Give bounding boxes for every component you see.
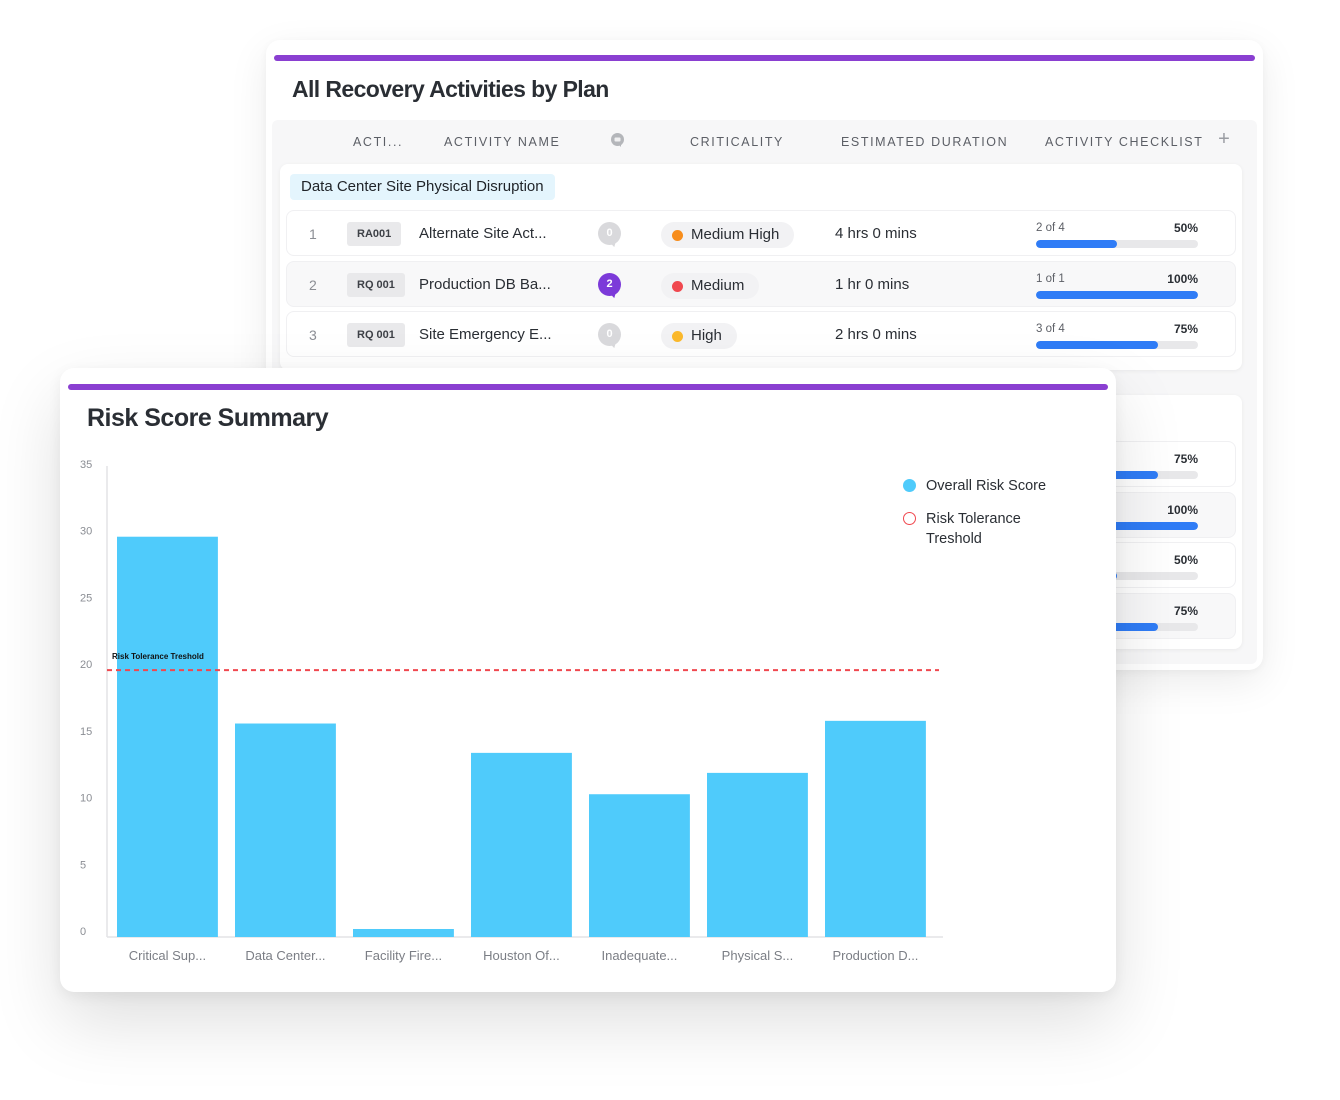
y-tick-label: 15 [80, 726, 92, 738]
x-tick-label: Critical Sup... [129, 948, 206, 963]
x-tick-label: Houston Of... [483, 948, 560, 963]
y-tick-label: 20 [80, 659, 92, 671]
legend-label: Overall Risk Score [926, 478, 1047, 494]
legend-swatch-filled-circle-icon [903, 479, 916, 492]
x-tick-label: Physical S... [722, 948, 794, 963]
column-header-criticality[interactable]: CRITICALITY [690, 135, 784, 149]
progress-bar-track [1036, 521, 1198, 530]
plan-group: Data Center Site Physical Disruption 1 RA… [280, 164, 1242, 370]
comment-count-button[interactable]: 0 [598, 323, 622, 347]
checklist-percent: 50% [1173, 553, 1198, 567]
checklist-count: 3 of 4 [1036, 323, 1065, 335]
column-header-activity-checklist[interactable]: ACTIVITY CHECKLIST [1045, 135, 1204, 149]
recovery-card-title: All Recovery Activities by Plan [292, 76, 609, 102]
y-tick-label: 10 [80, 793, 92, 805]
bar-2[interactable] [235, 723, 336, 937]
add-column-button[interactable]: + [1218, 128, 1230, 150]
checklist-percent: 75% [1173, 603, 1198, 618]
card-accent-bar [274, 55, 1255, 61]
group-name-tag[interactable]: Data Center Site Physical Disruption [290, 174, 555, 200]
estimated-duration[interactable]: 4 hrs 0 mins [835, 225, 917, 242]
table-row[interactable]: 1 RA001 Alternate Site Act... 0 Medium High 4… [286, 210, 1236, 256]
y-tick-label: 25 [80, 592, 92, 604]
bar-5[interactable] [589, 794, 690, 937]
activity-name[interactable]: Alternate Site Act... [419, 225, 547, 242]
x-tick-label: Inadequate... [601, 948, 677, 963]
y-tick-label: 30 [80, 526, 92, 538]
activity-checklist-progress[interactable]: 100% [1036, 493, 1198, 539]
criticality-pill[interactable]: High [661, 323, 737, 349]
estimated-duration[interactable]: 2 hrs 0 mins [835, 326, 917, 343]
checklist-percent: 100% [1167, 271, 1198, 286]
table-row[interactable]: 3 RQ 001 Site Emergency E... 0 High 2 hrs 0 m… [286, 311, 1236, 357]
criticality-dot-icon [672, 230, 683, 241]
checklist-count: 2 of 4 [1036, 222, 1065, 234]
bar-3[interactable] [353, 928, 454, 937]
criticality-label: Medium [691, 276, 745, 294]
comment-count-button[interactable]: 2 [598, 272, 622, 297]
activity-id-badge[interactable]: RA001 [347, 222, 402, 246]
column-header-activity-id[interactable]: ACTI... [353, 135, 404, 149]
activity-checklist-progress[interactable]: 2 of 4 50% [1036, 211, 1198, 257]
comment-icon[interactable] [610, 133, 626, 147]
x-tick-label: Facility Fire... [365, 948, 442, 963]
comment-bubble-icon: 0 [598, 222, 621, 245]
row-number: 2 [309, 276, 317, 293]
row-number: 1 [309, 226, 317, 242]
progress-bar-fill [1036, 341, 1158, 349]
activity-name[interactable]: Production DB Ba... [419, 275, 551, 293]
legend-label: Risk Tolerance Treshold [926, 511, 1021, 547]
bar-1[interactable] [117, 536, 218, 937]
y-tick-label: 5 [80, 859, 86, 871]
criticality-label: Medium High [691, 226, 780, 243]
column-header-estimated-duration[interactable]: ESTIMATED DURATION [841, 135, 1009, 149]
y-tick-label: 35 [80, 459, 92, 471]
card-accent-bar [68, 384, 1108, 390]
criticality-label: High [691, 327, 722, 344]
checklist-percent: 75% [1173, 452, 1198, 466]
column-header-activity-name[interactable]: ACTIVITY NAME [444, 135, 561, 149]
criticality-dot-icon [672, 331, 683, 342]
checklist-percent: 50% [1173, 221, 1198, 235]
y-tick-label: 0 [80, 926, 86, 938]
comment-bubble-icon: 2 [598, 272, 621, 296]
comment-count-button[interactable]: 0 [598, 222, 622, 246]
x-tick-label: Production D... [832, 948, 918, 963]
checklist-percent: 75% [1173, 322, 1198, 336]
activity-checklist-progress[interactable]: 1 of 1 100% [1036, 262, 1198, 308]
progress-bar-track [1036, 240, 1198, 248]
criticality-pill[interactable]: Medium High [661, 222, 795, 248]
legend-swatch-outline-circle-icon [903, 512, 916, 525]
progress-bar-track [1036, 341, 1198, 349]
chart-legend: Overall Risk Score Risk Tolerance Tresho… [902, 476, 1102, 562]
activity-id-badge[interactable]: RQ 001 [347, 323, 405, 347]
x-tick-label: Data Center... [245, 948, 325, 963]
bar-7[interactable] [825, 720, 926, 937]
estimated-duration[interactable]: 1 hr 0 mins [835, 275, 910, 293]
table-header: ACTI... ACTIVITY NAME CRITICALITY ESTIMA… [272, 120, 1257, 164]
row-number: 3 [309, 327, 317, 343]
comment-bubble-icon: 0 [598, 323, 621, 346]
activity-id-badge[interactable]: RQ 001 [347, 272, 405, 297]
activity-checklist-progress[interactable]: 3 of 4 75% [1036, 312, 1198, 358]
risk-score-bar-chart: 0 5 10 15 20 25 30 35 Critical Sup... Data Center… [80, 459, 943, 963]
checklist-percent: 100% [1167, 502, 1198, 517]
criticality-pill[interactable]: Medium [661, 272, 760, 299]
checklist-count: 1 of 1 [1036, 272, 1065, 285]
progress-bar-fill [1036, 240, 1117, 248]
table-row[interactable]: 2 RQ 001 Production DB Ba... 2 Medium 1 hr 0 … [286, 260, 1236, 308]
risk-card-title: Risk Score Summary [87, 404, 329, 432]
legend-item-overall-risk-score[interactable]: Overall Risk Score [902, 476, 1102, 496]
bar-4[interactable] [471, 752, 572, 937]
progress-bar-fill [1036, 521, 1198, 530]
bar-6[interactable] [707, 772, 808, 937]
legend-item-risk-tolerance-threshold[interactable]: Risk Tolerance Treshold [902, 509, 1052, 549]
risk-score-summary-card: Risk Score Summary 0 5 10 15 20 25 30 35 Critica… [60, 368, 1116, 992]
criticality-dot-icon [672, 280, 683, 292]
threshold-annotation-label: Risk Tolerance Treshold [112, 652, 204, 661]
progress-bar-fill [1036, 290, 1198, 299]
activity-name[interactable]: Site Emergency E... [419, 326, 552, 343]
progress-bar-track [1036, 290, 1198, 299]
